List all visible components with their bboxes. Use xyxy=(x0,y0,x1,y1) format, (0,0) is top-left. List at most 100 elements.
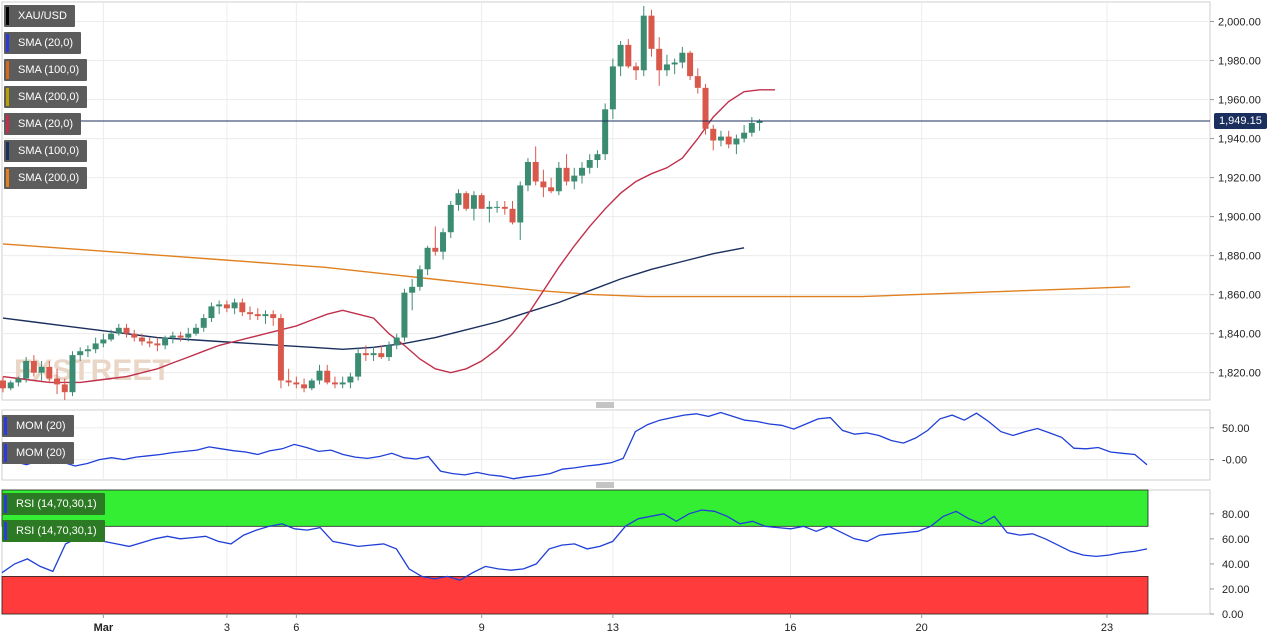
candle xyxy=(687,50,694,81)
legend-item[interactable]: SMA (100,0) xyxy=(4,140,88,162)
watermark-logo: FXSTREET xyxy=(14,354,171,387)
candle xyxy=(671,58,678,75)
candle xyxy=(663,54,670,77)
legend-item[interactable]: SMA (20,0) xyxy=(4,113,82,135)
legend-label: SMA (200,0) xyxy=(18,91,80,103)
price-tick-label: 1,940.00 xyxy=(1218,134,1261,146)
candle xyxy=(424,245,431,276)
candle xyxy=(524,158,531,192)
candle xyxy=(0,376,6,393)
price-tick-label: 1,980.00 xyxy=(1218,56,1261,68)
legend-item[interactable]: RSI (14,70,30,1) xyxy=(2,520,105,542)
candle xyxy=(131,329,138,342)
candle xyxy=(362,345,369,361)
candle xyxy=(23,357,30,383)
candle xyxy=(208,302,215,322)
candle xyxy=(324,364,331,385)
legend-item[interactable]: SMA (100,0) xyxy=(4,59,88,81)
candle xyxy=(455,189,462,211)
candle xyxy=(416,265,423,291)
sma200-line xyxy=(2,243,1131,298)
sma20-line xyxy=(2,89,775,384)
candle xyxy=(46,360,53,383)
candle xyxy=(285,368,292,387)
candle xyxy=(748,117,755,137)
candle xyxy=(579,161,585,184)
candle xyxy=(115,323,122,336)
date-tick-label: 6 xyxy=(293,622,299,634)
candle xyxy=(571,167,578,190)
legend-swatch xyxy=(6,34,9,52)
legend-item[interactable]: MOM (20) xyxy=(2,415,74,437)
candle xyxy=(277,314,284,389)
candle xyxy=(625,39,632,69)
candle xyxy=(123,323,130,338)
candle xyxy=(162,335,169,350)
candle xyxy=(501,201,508,215)
legend-swatch xyxy=(6,115,9,133)
candle xyxy=(617,41,624,77)
candle xyxy=(108,329,115,342)
candle xyxy=(69,351,76,397)
candle xyxy=(308,378,315,391)
rsi-tick-label: 60.00 xyxy=(1222,534,1250,546)
candle xyxy=(185,327,192,342)
legend-item[interactable]: SMA (20,0) xyxy=(4,32,82,54)
candle xyxy=(347,372,354,389)
candle xyxy=(648,9,655,57)
legend-item[interactable]: SMA (200,0) xyxy=(4,86,88,108)
candle xyxy=(594,150,601,168)
legend-swatch xyxy=(4,522,7,540)
candle xyxy=(733,134,740,155)
legend-label: RSI (14,70,30,1) xyxy=(16,498,97,510)
legend-swatch xyxy=(6,142,9,160)
candle xyxy=(7,380,14,391)
candle xyxy=(378,345,385,360)
price-tick-label: 1,820.00 xyxy=(1218,368,1261,380)
price-tick-label: 1,900.00 xyxy=(1218,212,1261,224)
legend-item[interactable]: MOM (20) xyxy=(2,442,74,464)
candle xyxy=(254,308,261,321)
candle xyxy=(694,68,701,94)
price-tick-label: 1,920.00 xyxy=(1218,173,1261,185)
candle xyxy=(301,378,308,393)
candle xyxy=(741,124,748,143)
legend-swatch xyxy=(6,88,9,106)
legend-swatch xyxy=(6,7,9,25)
legend-swatch xyxy=(6,169,9,187)
price-tick-label: 2,000.00 xyxy=(1218,17,1261,29)
candle xyxy=(393,333,400,350)
momentum-panel: 50.00 -0.00 xyxy=(1,411,1250,480)
legend-item[interactable]: RSI (14,70,30,1) xyxy=(2,493,105,515)
candle xyxy=(725,130,732,149)
candle xyxy=(262,310,269,324)
candle xyxy=(447,201,454,239)
legend-swatch xyxy=(4,444,7,462)
candle xyxy=(30,355,37,377)
legend-label: RSI (14,70,30,1) xyxy=(16,525,97,537)
candle xyxy=(84,345,91,358)
candle xyxy=(92,337,99,354)
candle xyxy=(216,300,223,315)
candle xyxy=(100,333,107,348)
candle xyxy=(602,103,609,161)
candle xyxy=(633,62,640,81)
candle xyxy=(555,161,562,196)
rsi-tick-label: 40.00 xyxy=(1222,559,1250,571)
candles xyxy=(0,5,763,400)
legend-item[interactable]: SMA (200,0) xyxy=(4,167,88,189)
candle xyxy=(432,226,439,256)
legend-swatch xyxy=(4,417,7,435)
candle xyxy=(355,347,362,381)
date-tick-label: Mar xyxy=(94,622,114,634)
candle xyxy=(409,279,416,311)
price-grid: FXSTREET xyxy=(1,1,1211,615)
candle xyxy=(77,347,84,361)
legend-item[interactable]: XAU/USD xyxy=(4,5,75,27)
candle xyxy=(38,360,45,381)
candle xyxy=(339,376,346,389)
candle xyxy=(386,341,392,361)
momentum-line xyxy=(1,411,1148,480)
date-tick-label: 20 xyxy=(916,622,928,634)
